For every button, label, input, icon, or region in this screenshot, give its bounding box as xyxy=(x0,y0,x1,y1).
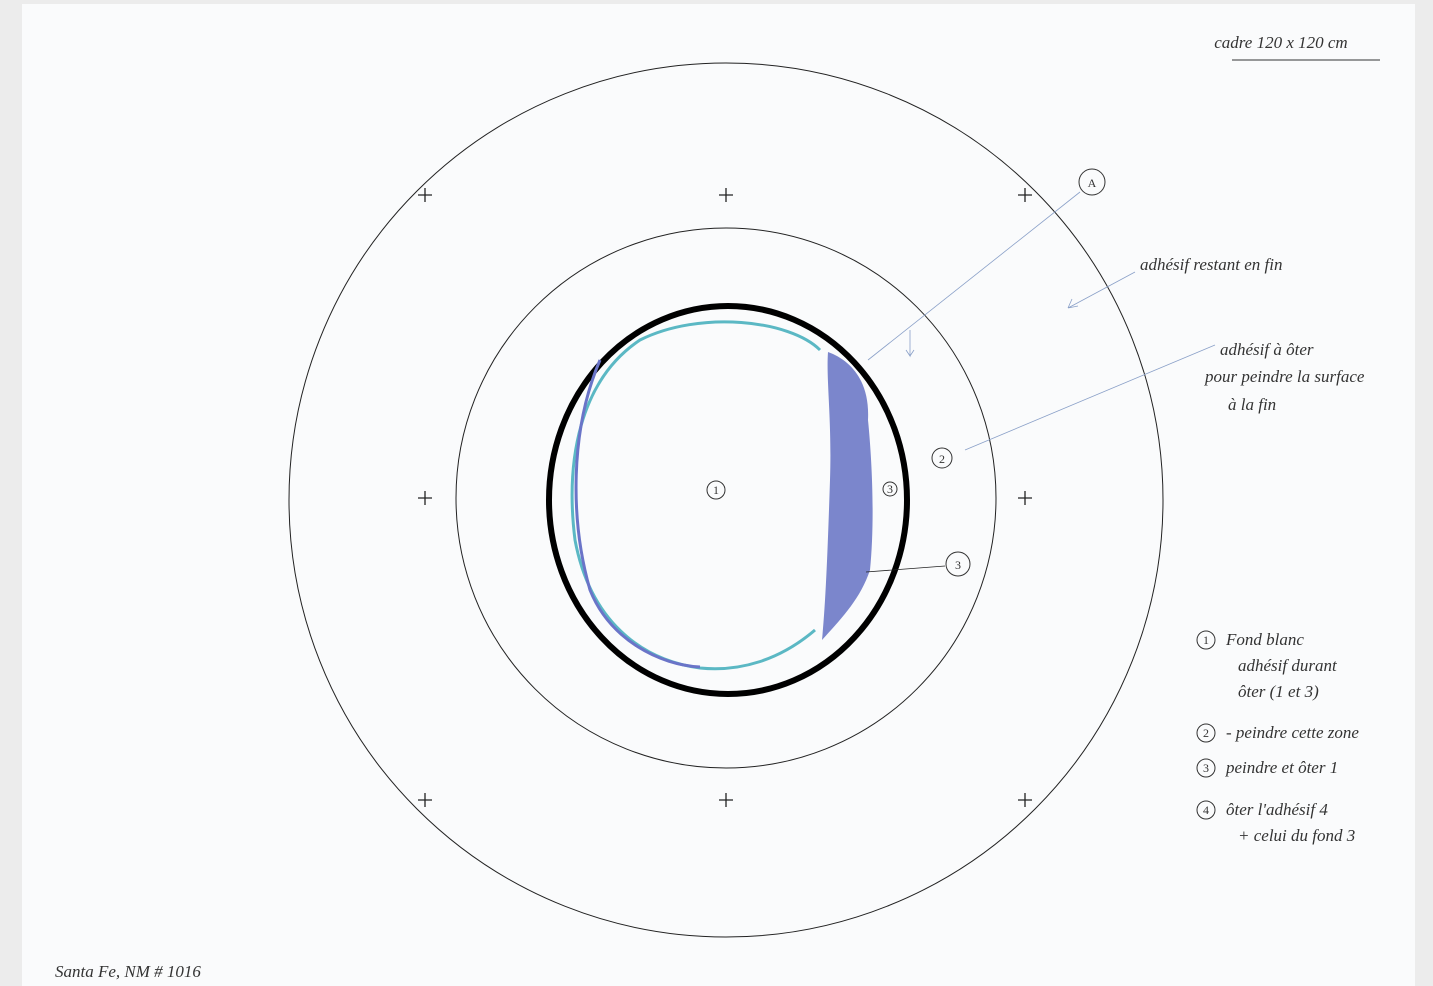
marker-circle xyxy=(945,551,971,577)
legend-circle xyxy=(1196,800,1216,820)
leader-lines xyxy=(865,191,1216,573)
callout: à la fin xyxy=(1228,395,1276,414)
legend-circle xyxy=(1196,723,1216,743)
legend-number: 2 xyxy=(1203,726,1209,740)
marker-circle xyxy=(1078,168,1106,196)
legend-number: 3 xyxy=(1203,761,1209,775)
legend: 1 Fond blanc adhésif durant ôter (1 et 3) 2 -… xyxy=(1196,630,1359,845)
arrow xyxy=(1067,271,1136,309)
marker: 3 xyxy=(955,558,961,572)
legend-line: adhésif durant xyxy=(1238,656,1338,675)
legend-circle xyxy=(1196,758,1216,778)
frame-note: cadre 120 x 120 cm xyxy=(1214,33,1347,52)
outer-ring xyxy=(288,62,1164,938)
legend-number: 4 xyxy=(1203,803,1209,817)
registration-crosses xyxy=(418,188,1032,807)
marker: 2 xyxy=(939,452,945,466)
cross xyxy=(418,188,1032,807)
middle-ring xyxy=(455,227,997,769)
marker: 3 xyxy=(887,482,893,496)
blue-edge xyxy=(574,359,701,669)
legend-line: Fond blanc xyxy=(1225,630,1304,649)
legend-line: ôter (1 et 3) xyxy=(1238,682,1319,701)
leader xyxy=(867,191,1081,361)
rings xyxy=(288,62,1164,938)
marker-circle xyxy=(931,447,953,469)
legend-line: + celui du fond 3 xyxy=(1238,826,1355,845)
legend-line: peindre et ôter 1 xyxy=(1225,758,1338,777)
blue-zone xyxy=(822,352,873,640)
legend-line: ôter l'adhésif 4 xyxy=(1226,800,1328,819)
arrow xyxy=(905,330,915,358)
marker-circle xyxy=(706,480,726,500)
marker: 1 xyxy=(713,483,719,497)
marker: A xyxy=(1088,176,1097,190)
callout: adhésif restant en fin xyxy=(1140,255,1282,274)
leader xyxy=(964,344,1216,451)
legend-number: 1 xyxy=(1203,633,1209,647)
callout: adhésif à ôter xyxy=(1220,340,1314,359)
legend-circle xyxy=(1196,630,1216,650)
footer: Santa Fe, NM # 1016 xyxy=(55,962,201,981)
legend-line: - peindre cette zone xyxy=(1226,723,1359,742)
callout: pour peindre la surface xyxy=(1204,367,1365,386)
leader xyxy=(865,565,946,573)
marker-circles xyxy=(706,168,1106,577)
cyan-edge xyxy=(570,320,822,671)
marker-circle xyxy=(882,481,898,497)
paper xyxy=(22,4,1415,986)
black-edge xyxy=(546,303,910,697)
